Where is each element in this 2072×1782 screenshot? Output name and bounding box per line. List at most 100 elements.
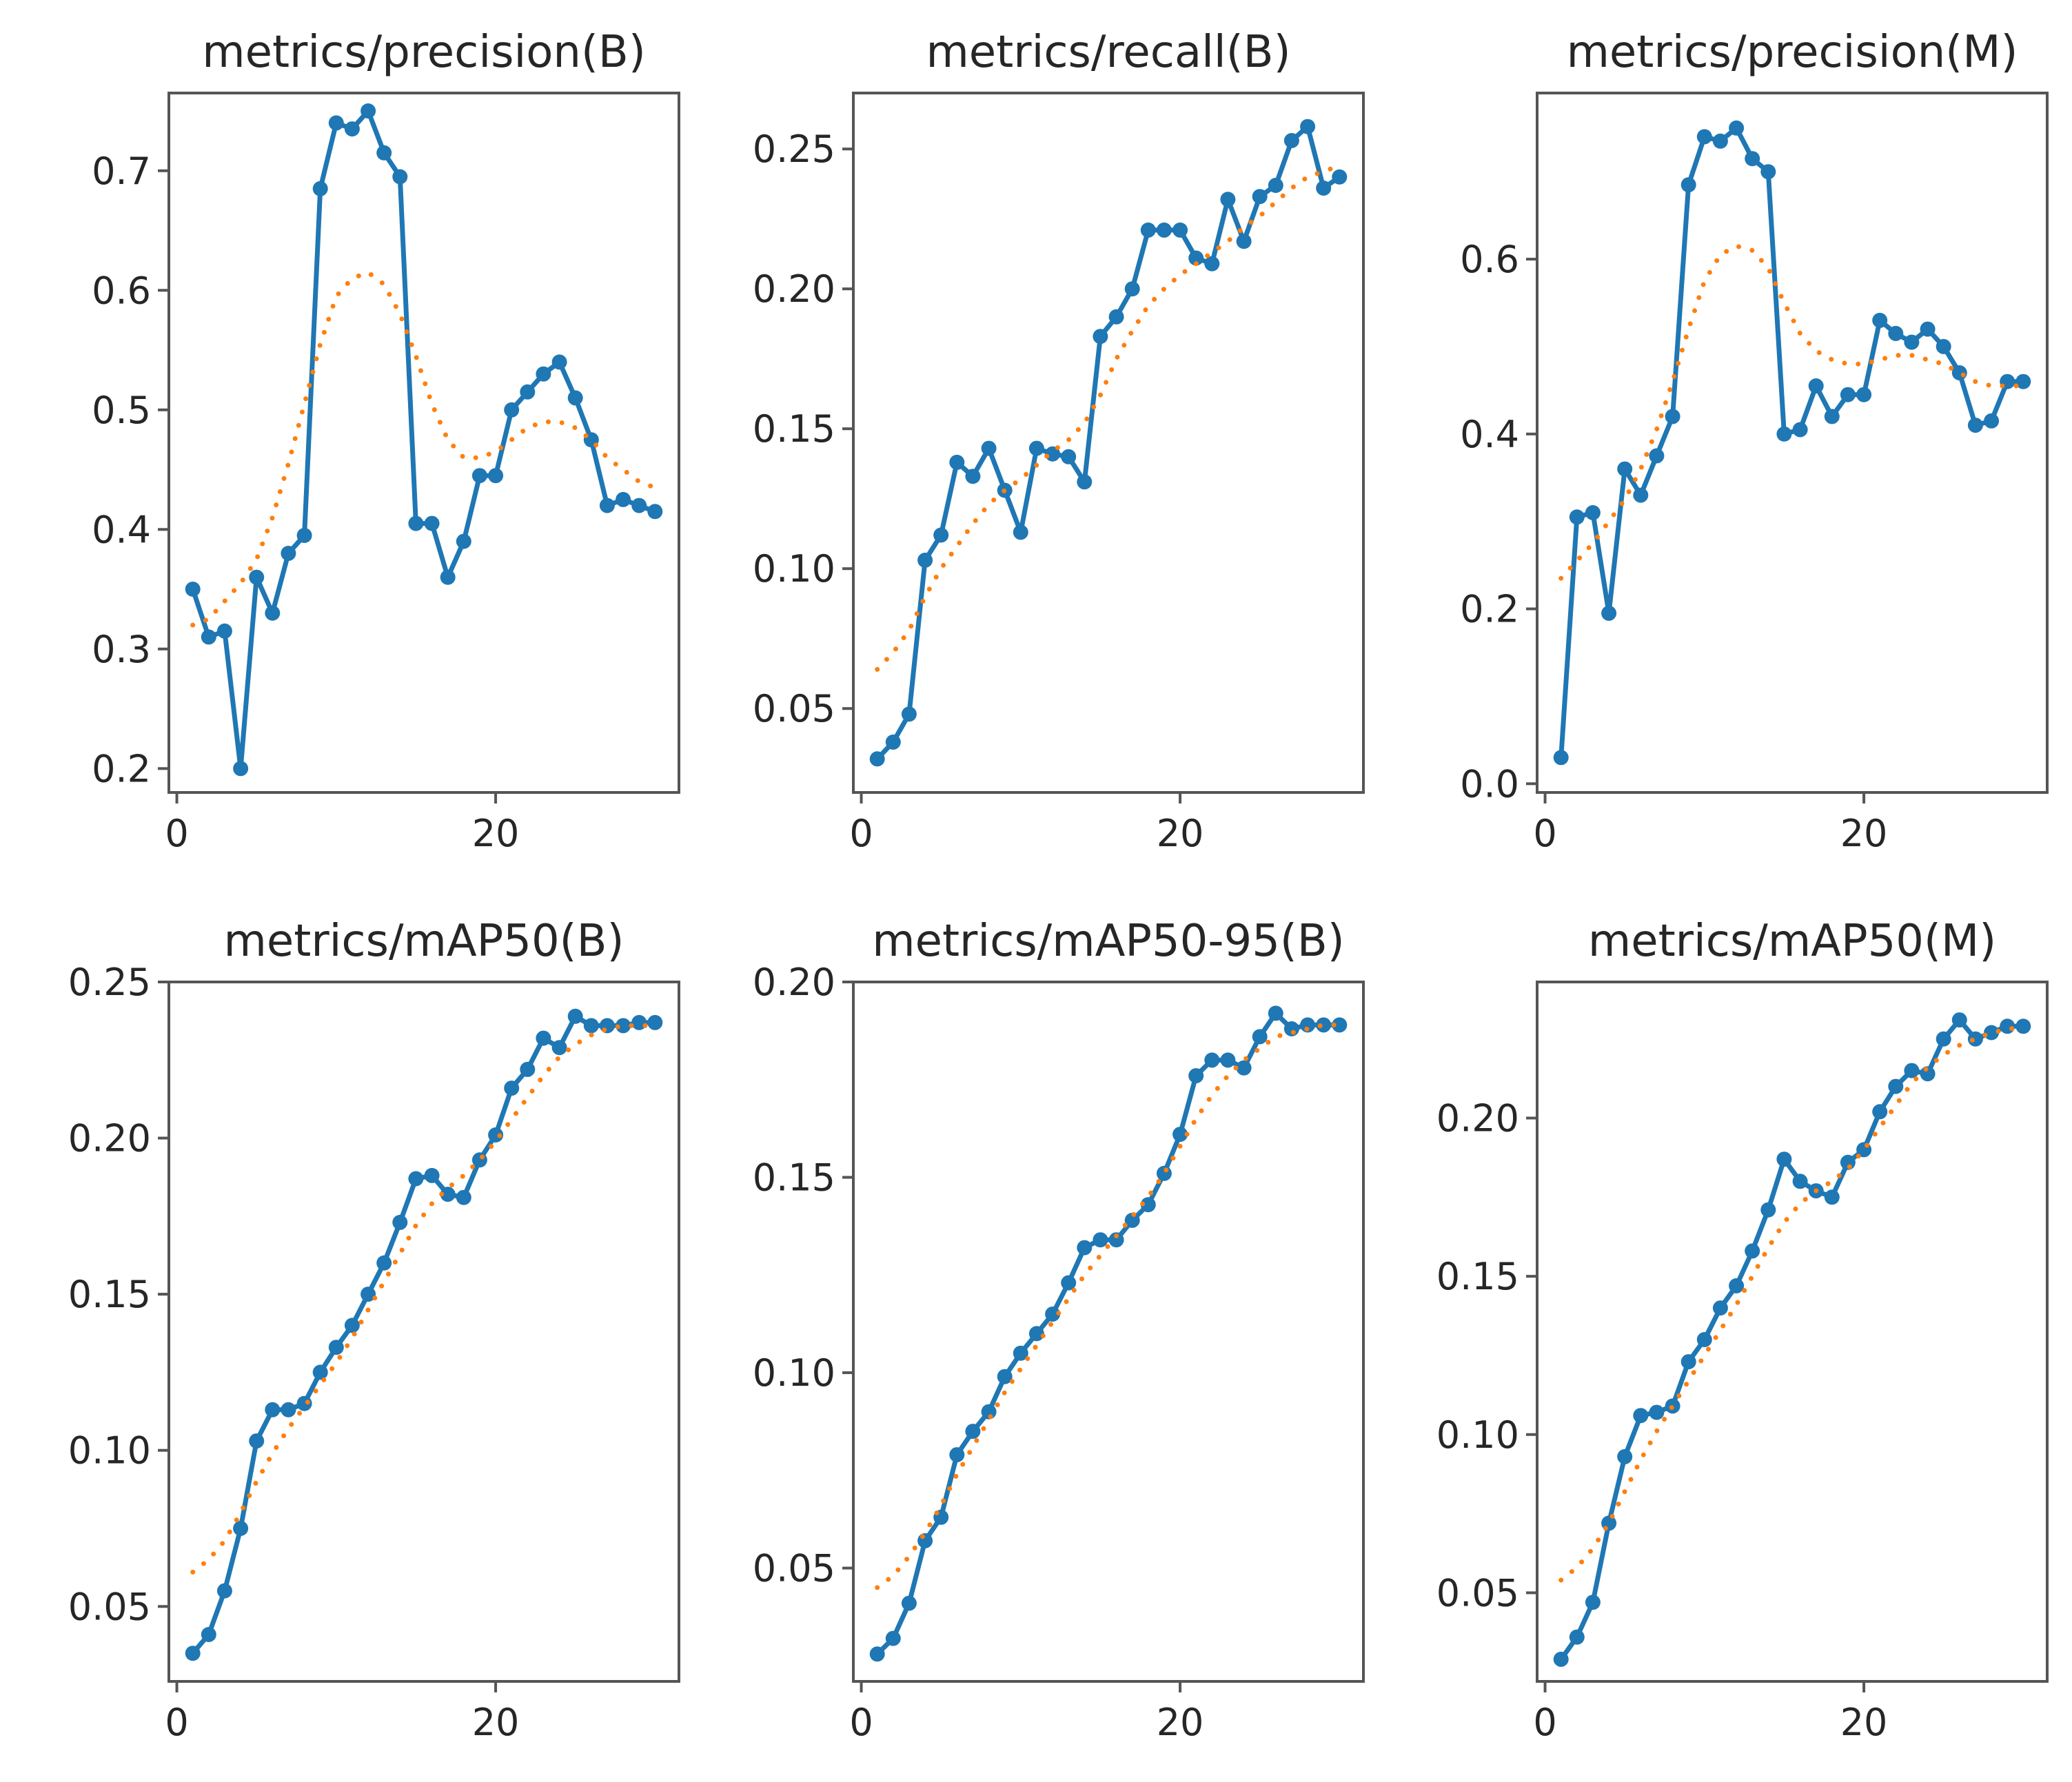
data-point bbox=[1967, 418, 1983, 433]
data-point bbox=[1553, 750, 1569, 766]
x-tick-label: 20 bbox=[1157, 1701, 1204, 1744]
data-point bbox=[885, 1630, 901, 1646]
data-point bbox=[312, 1364, 328, 1380]
data-point bbox=[1824, 1189, 1840, 1205]
plot-frame bbox=[167, 981, 680, 1683]
data-point bbox=[1108, 309, 1124, 325]
data-point bbox=[1951, 365, 1967, 380]
y-tick-label: 0.25 bbox=[753, 127, 835, 171]
data-point bbox=[1093, 329, 1108, 345]
data-point bbox=[392, 169, 408, 185]
y-tick-label: 0.20 bbox=[753, 267, 835, 311]
x-tick-label: 0 bbox=[165, 1701, 188, 1744]
chart-panel: metrics/mAP50(B) 0 20 0.05 0.10 0.15 0.20 0.25 bbox=[68, 916, 680, 1744]
data-point bbox=[1108, 1232, 1124, 1248]
data-point bbox=[471, 468, 487, 484]
data-point bbox=[1808, 378, 1824, 393]
data-point bbox=[488, 468, 504, 484]
data-point bbox=[185, 582, 201, 597]
data-point bbox=[997, 1369, 1013, 1384]
plot-frame bbox=[1536, 981, 2049, 1683]
data-point bbox=[599, 1018, 615, 1034]
y-tick-label: 0.20 bbox=[68, 1117, 151, 1160]
data-point bbox=[1028, 440, 1044, 456]
data-point bbox=[504, 402, 520, 418]
data-point bbox=[424, 515, 440, 531]
x-tick-label: 20 bbox=[1840, 1701, 1888, 1744]
chart-title: metrics/recall(B) bbox=[926, 27, 1290, 78]
data-point bbox=[647, 504, 663, 520]
data-point bbox=[376, 1255, 392, 1271]
data-point bbox=[520, 1061, 536, 1077]
data-point bbox=[1936, 1031, 1951, 1047]
data-point bbox=[1156, 1165, 1172, 1181]
data-point bbox=[981, 440, 997, 456]
data-point bbox=[1093, 1232, 1108, 1248]
y-tick-label: 0.05 bbox=[753, 687, 835, 730]
data-point bbox=[1904, 334, 1920, 350]
x-tick-label: 20 bbox=[1840, 812, 1888, 855]
x-tick-label: 0 bbox=[1533, 812, 1556, 855]
data-point bbox=[1188, 1068, 1204, 1084]
chart-title: metrics/mAP50(M) bbox=[1588, 916, 1996, 967]
data-point bbox=[520, 384, 536, 400]
data-point bbox=[360, 103, 376, 119]
data-point bbox=[1729, 1278, 1745, 1293]
data-point bbox=[1332, 1017, 1348, 1033]
data-point bbox=[1872, 312, 1888, 328]
chart-panel: metrics/mAP50-95(B) 0 20 0.05 0.10 0.15 0.20 bbox=[753, 916, 1365, 1744]
data-point bbox=[901, 1595, 917, 1611]
data-point bbox=[1045, 446, 1061, 462]
y-tick-label: 0.15 bbox=[753, 1156, 835, 1200]
data-point bbox=[1028, 1326, 1044, 1342]
data-point bbox=[901, 706, 917, 722]
data-point bbox=[1077, 1240, 1093, 1256]
data-point bbox=[1712, 133, 1728, 149]
chart-panel: metrics/precision(M) 0 20 0.0 0.2 0.4 0.6 bbox=[1460, 27, 2049, 855]
data-point bbox=[1061, 1275, 1077, 1291]
data-point bbox=[1872, 1104, 1888, 1120]
x-tick-label: 0 bbox=[165, 812, 188, 855]
data-point bbox=[1300, 1017, 1316, 1033]
data-point bbox=[1792, 422, 1808, 438]
data-point bbox=[917, 1533, 933, 1548]
chart-panel: metrics/precision(B) 0 20 0.2 0.3 0.4 0.5 0.6 0… bbox=[92, 27, 680, 855]
data-point bbox=[1172, 222, 1188, 238]
chart-title: metrics/precision(B) bbox=[202, 27, 646, 78]
smooth-series-line bbox=[875, 1022, 1342, 1590]
y-tick-label: 0.2 bbox=[1460, 588, 1519, 631]
data-point bbox=[1204, 1052, 1220, 1068]
data-point bbox=[1967, 1031, 1983, 1047]
data-point bbox=[1840, 387, 1856, 402]
data-point bbox=[408, 1171, 424, 1187]
y-tick-label: 0.15 bbox=[1436, 1255, 1519, 1298]
data-point bbox=[1745, 1243, 1760, 1259]
data-point bbox=[1124, 1212, 1140, 1228]
data-point bbox=[631, 498, 647, 513]
y-tick-label: 0.5 bbox=[92, 389, 151, 432]
y-tick-label: 0.20 bbox=[753, 961, 835, 1004]
y-tick-label: 0.3 bbox=[92, 628, 151, 671]
data-point bbox=[2015, 1018, 2031, 1034]
data-point bbox=[1680, 177, 1696, 193]
data-point bbox=[1760, 164, 1776, 180]
data-point bbox=[1332, 169, 1348, 185]
data-point bbox=[599, 498, 615, 513]
data-point bbox=[869, 1646, 885, 1662]
x-tick-label: 20 bbox=[472, 812, 520, 855]
data-point bbox=[344, 121, 360, 137]
y-tick-label: 0.2 bbox=[92, 747, 151, 790]
data-point bbox=[1045, 1307, 1061, 1322]
data-point bbox=[647, 1014, 663, 1030]
smooth-series-line bbox=[190, 1023, 658, 1575]
y-tick-label: 0.05 bbox=[68, 1585, 151, 1628]
data-point bbox=[2015, 373, 2031, 389]
data-point bbox=[1936, 338, 1951, 354]
y-tick-label: 0.25 bbox=[68, 961, 151, 1004]
data-point bbox=[201, 629, 216, 645]
data-point bbox=[488, 1127, 504, 1143]
data-point bbox=[583, 1018, 599, 1034]
data-point bbox=[281, 546, 296, 561]
data-point bbox=[1649, 448, 1665, 464]
